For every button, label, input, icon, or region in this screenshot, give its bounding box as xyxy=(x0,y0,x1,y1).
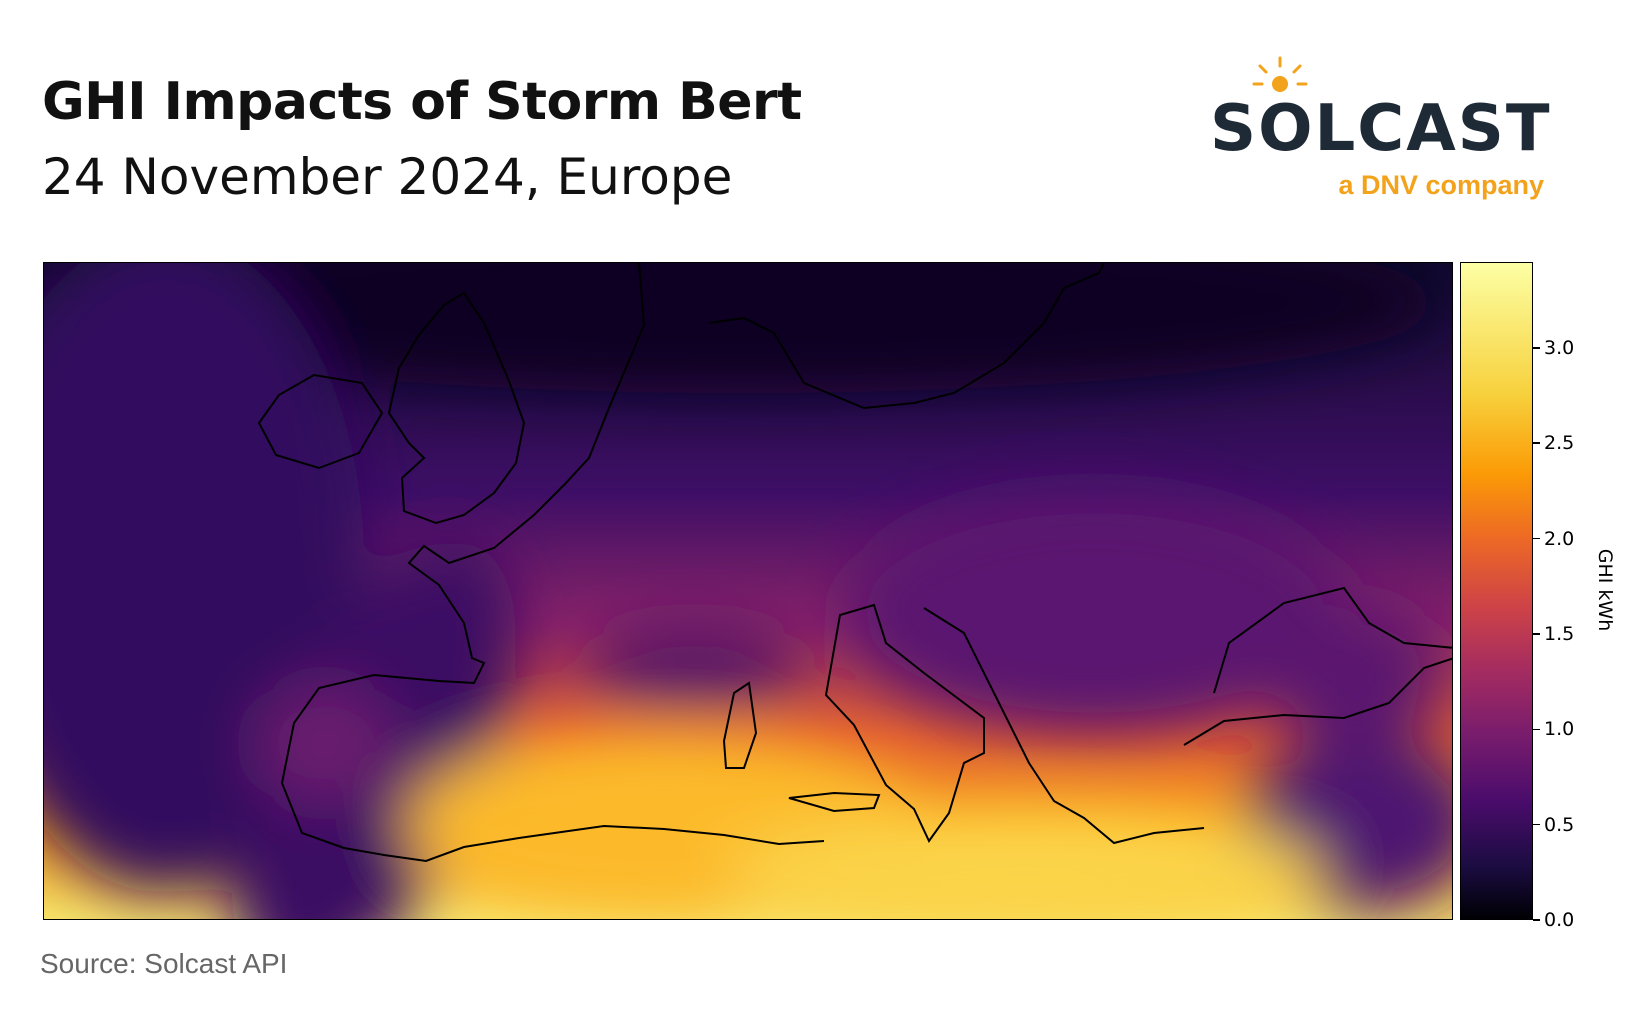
colorbar-tick-label: 3.0 xyxy=(1544,336,1575,359)
colorbar-tick-label: 2.5 xyxy=(1544,432,1575,455)
colorbar-tick xyxy=(1533,823,1540,826)
colorbar-tick-label: 0.0 xyxy=(1544,909,1575,931)
colorbar-tick-label: 2.0 xyxy=(1544,527,1575,550)
logo-wordmark: SOLCAST xyxy=(1210,92,1552,166)
colorbar-tick-label: 1.0 xyxy=(1544,718,1575,741)
page-subtitle: 24 November 2024, Europe xyxy=(42,148,733,206)
colorbar-tick xyxy=(1533,919,1540,921)
map-canvas xyxy=(44,263,1452,919)
colorbar-tick xyxy=(1533,537,1540,540)
ghi-map xyxy=(43,262,1453,920)
ghi-field-patches xyxy=(44,263,1452,919)
colorbar-tick xyxy=(1533,442,1540,444)
colorbar-tick xyxy=(1533,633,1540,635)
logo-tagline: a DNV company xyxy=(1338,170,1544,200)
colorbar-tick xyxy=(1533,347,1540,349)
sun-icon xyxy=(1252,56,1308,92)
solcast-logo: SOLCAST a DNV company xyxy=(1210,52,1590,212)
colorbar-label: GHI kWh xyxy=(1594,548,1616,632)
source-note: Source: Solcast API xyxy=(40,948,288,979)
colorbar-tick-label: 0.5 xyxy=(1544,813,1575,836)
page-title: GHI Impacts of Storm Bert xyxy=(42,72,802,132)
coastlines xyxy=(257,263,1452,863)
colorbar-tick xyxy=(1533,728,1540,731)
colorbar-tick-label: 1.5 xyxy=(1544,622,1575,645)
colorbar xyxy=(1460,262,1533,920)
